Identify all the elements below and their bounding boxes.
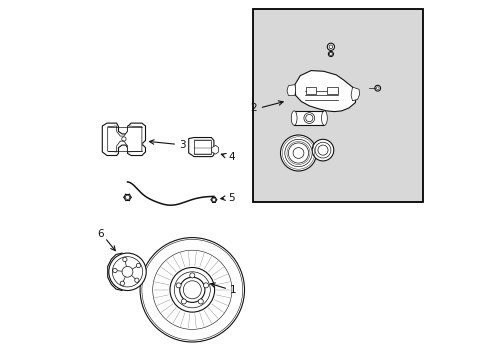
- Polygon shape: [350, 87, 359, 101]
- Circle shape: [113, 268, 117, 273]
- Bar: [253, 9, 422, 202]
- Circle shape: [203, 283, 208, 288]
- Circle shape: [181, 299, 186, 304]
- Polygon shape: [107, 126, 142, 152]
- Circle shape: [134, 278, 139, 282]
- Circle shape: [374, 85, 380, 91]
- Text: 2: 2: [249, 103, 256, 113]
- Circle shape: [280, 135, 316, 171]
- Polygon shape: [326, 87, 337, 94]
- Circle shape: [170, 267, 214, 312]
- Circle shape: [136, 264, 140, 268]
- Circle shape: [179, 277, 204, 302]
- Text: 6: 6: [97, 229, 103, 239]
- Circle shape: [176, 283, 181, 288]
- Polygon shape: [188, 138, 213, 157]
- Polygon shape: [102, 123, 145, 156]
- Circle shape: [314, 142, 330, 158]
- Ellipse shape: [291, 111, 296, 125]
- Circle shape: [292, 148, 303, 158]
- Circle shape: [328, 51, 333, 57]
- Circle shape: [120, 281, 124, 285]
- Circle shape: [326, 43, 334, 50]
- Circle shape: [189, 273, 194, 278]
- Bar: [294, 111, 324, 125]
- Text: 3: 3: [179, 140, 185, 150]
- Circle shape: [288, 143, 308, 163]
- Circle shape: [108, 253, 146, 291]
- Ellipse shape: [321, 111, 326, 125]
- Circle shape: [198, 299, 203, 304]
- Circle shape: [284, 139, 311, 167]
- Text: 4: 4: [228, 152, 234, 162]
- Polygon shape: [305, 87, 316, 94]
- Polygon shape: [194, 140, 211, 154]
- Circle shape: [311, 139, 333, 161]
- Circle shape: [140, 238, 244, 342]
- Polygon shape: [294, 71, 355, 112]
- Circle shape: [122, 266, 133, 277]
- Text: 5: 5: [228, 193, 234, 203]
- Polygon shape: [211, 145, 218, 154]
- Text: 1: 1: [230, 285, 236, 295]
- Circle shape: [122, 257, 127, 262]
- Polygon shape: [286, 85, 295, 95]
